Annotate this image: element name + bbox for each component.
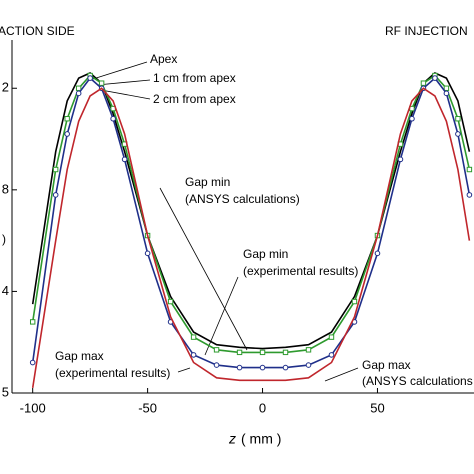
marker [466,166,473,173]
marker [75,85,82,91]
annotation: Gap max [55,349,104,363]
marker [144,250,151,257]
series-line [31,74,471,354]
marker [52,166,59,173]
marker [190,352,197,358]
y-tick-label: 2 [2,80,9,95]
marker [236,364,243,371]
arrow [100,89,151,100]
leader [324,367,359,382]
arrow [96,79,151,86]
marker [190,334,197,340]
annotation: Gap min [243,247,288,261]
marker [328,334,335,340]
y-tick-label: 4 [2,283,9,298]
marker [110,115,116,122]
y-tick-label: 5 [2,384,9,399]
annotation: Gap min [185,175,230,189]
x-tick-label: 0 [259,400,266,415]
y-axis-label: ) [2,232,6,246]
marker [455,131,461,137]
annotation: Apex [150,52,177,66]
marker [409,115,415,122]
marker [432,75,438,81]
annotation: (experimental results) [55,366,170,380]
header-right: RF INJECTION [385,24,468,38]
marker [351,298,358,305]
marker [213,347,220,353]
x-tick-label: 50 [370,400,384,415]
marker [305,347,312,353]
marker [305,362,312,368]
marker [259,349,266,356]
marker [121,156,128,163]
marker [455,116,461,122]
marker [29,359,36,366]
x-tick-label: -50 [138,400,157,415]
marker [374,250,381,257]
marker [397,156,404,163]
series-line [31,72,471,350]
leader [159,187,248,351]
marker [87,75,93,81]
marker [420,80,427,86]
header-left: ACTION SIDE [0,24,75,38]
annotation: Gap max [362,358,411,372]
annotation: 1 cm from apex [153,71,236,85]
marker [64,131,70,137]
marker [282,349,289,356]
marker [167,298,174,305]
leader [177,367,191,373]
arrow [92,61,148,80]
leader [204,276,239,356]
x-axis-label-var: z [228,431,236,447]
y-tick-label: 8 [2,181,9,196]
marker [75,90,82,97]
marker [443,85,450,91]
annotation: 2 cm from apex [153,92,236,106]
marker [443,90,450,97]
annotation: (ANSYS calculations) [185,192,300,206]
x-tick-label: -100 [20,400,46,415]
marker [259,364,266,371]
marker [29,319,36,325]
marker [466,192,473,198]
series-line [31,87,471,389]
marker [98,80,105,86]
marker [52,192,59,198]
marker [282,364,289,371]
marker [213,362,220,368]
plot-area [29,72,473,389]
marker [328,352,335,358]
x-axis-label-unit: ( mm ) [241,431,281,447]
marker [236,349,243,356]
annotation: (experimental results) [243,264,358,278]
marker [64,116,70,122]
annotations: Apex 1 cm from apex 2 cm from apex Gap m… [55,52,473,388]
annotation: (ANSYS calculations [362,374,473,388]
